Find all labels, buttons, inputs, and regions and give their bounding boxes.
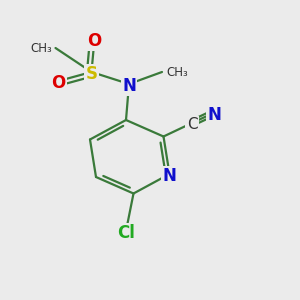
Text: Cl: Cl — [117, 224, 135, 242]
Text: CH₃: CH₃ — [167, 65, 188, 79]
Text: N: N — [122, 77, 136, 95]
Text: N: N — [163, 167, 176, 185]
Text: N: N — [208, 106, 221, 124]
Text: C: C — [187, 117, 197, 132]
Text: S: S — [85, 65, 98, 83]
Text: O: O — [51, 74, 66, 92]
Text: O: O — [87, 32, 102, 50]
Text: CH₃: CH₃ — [31, 41, 52, 55]
